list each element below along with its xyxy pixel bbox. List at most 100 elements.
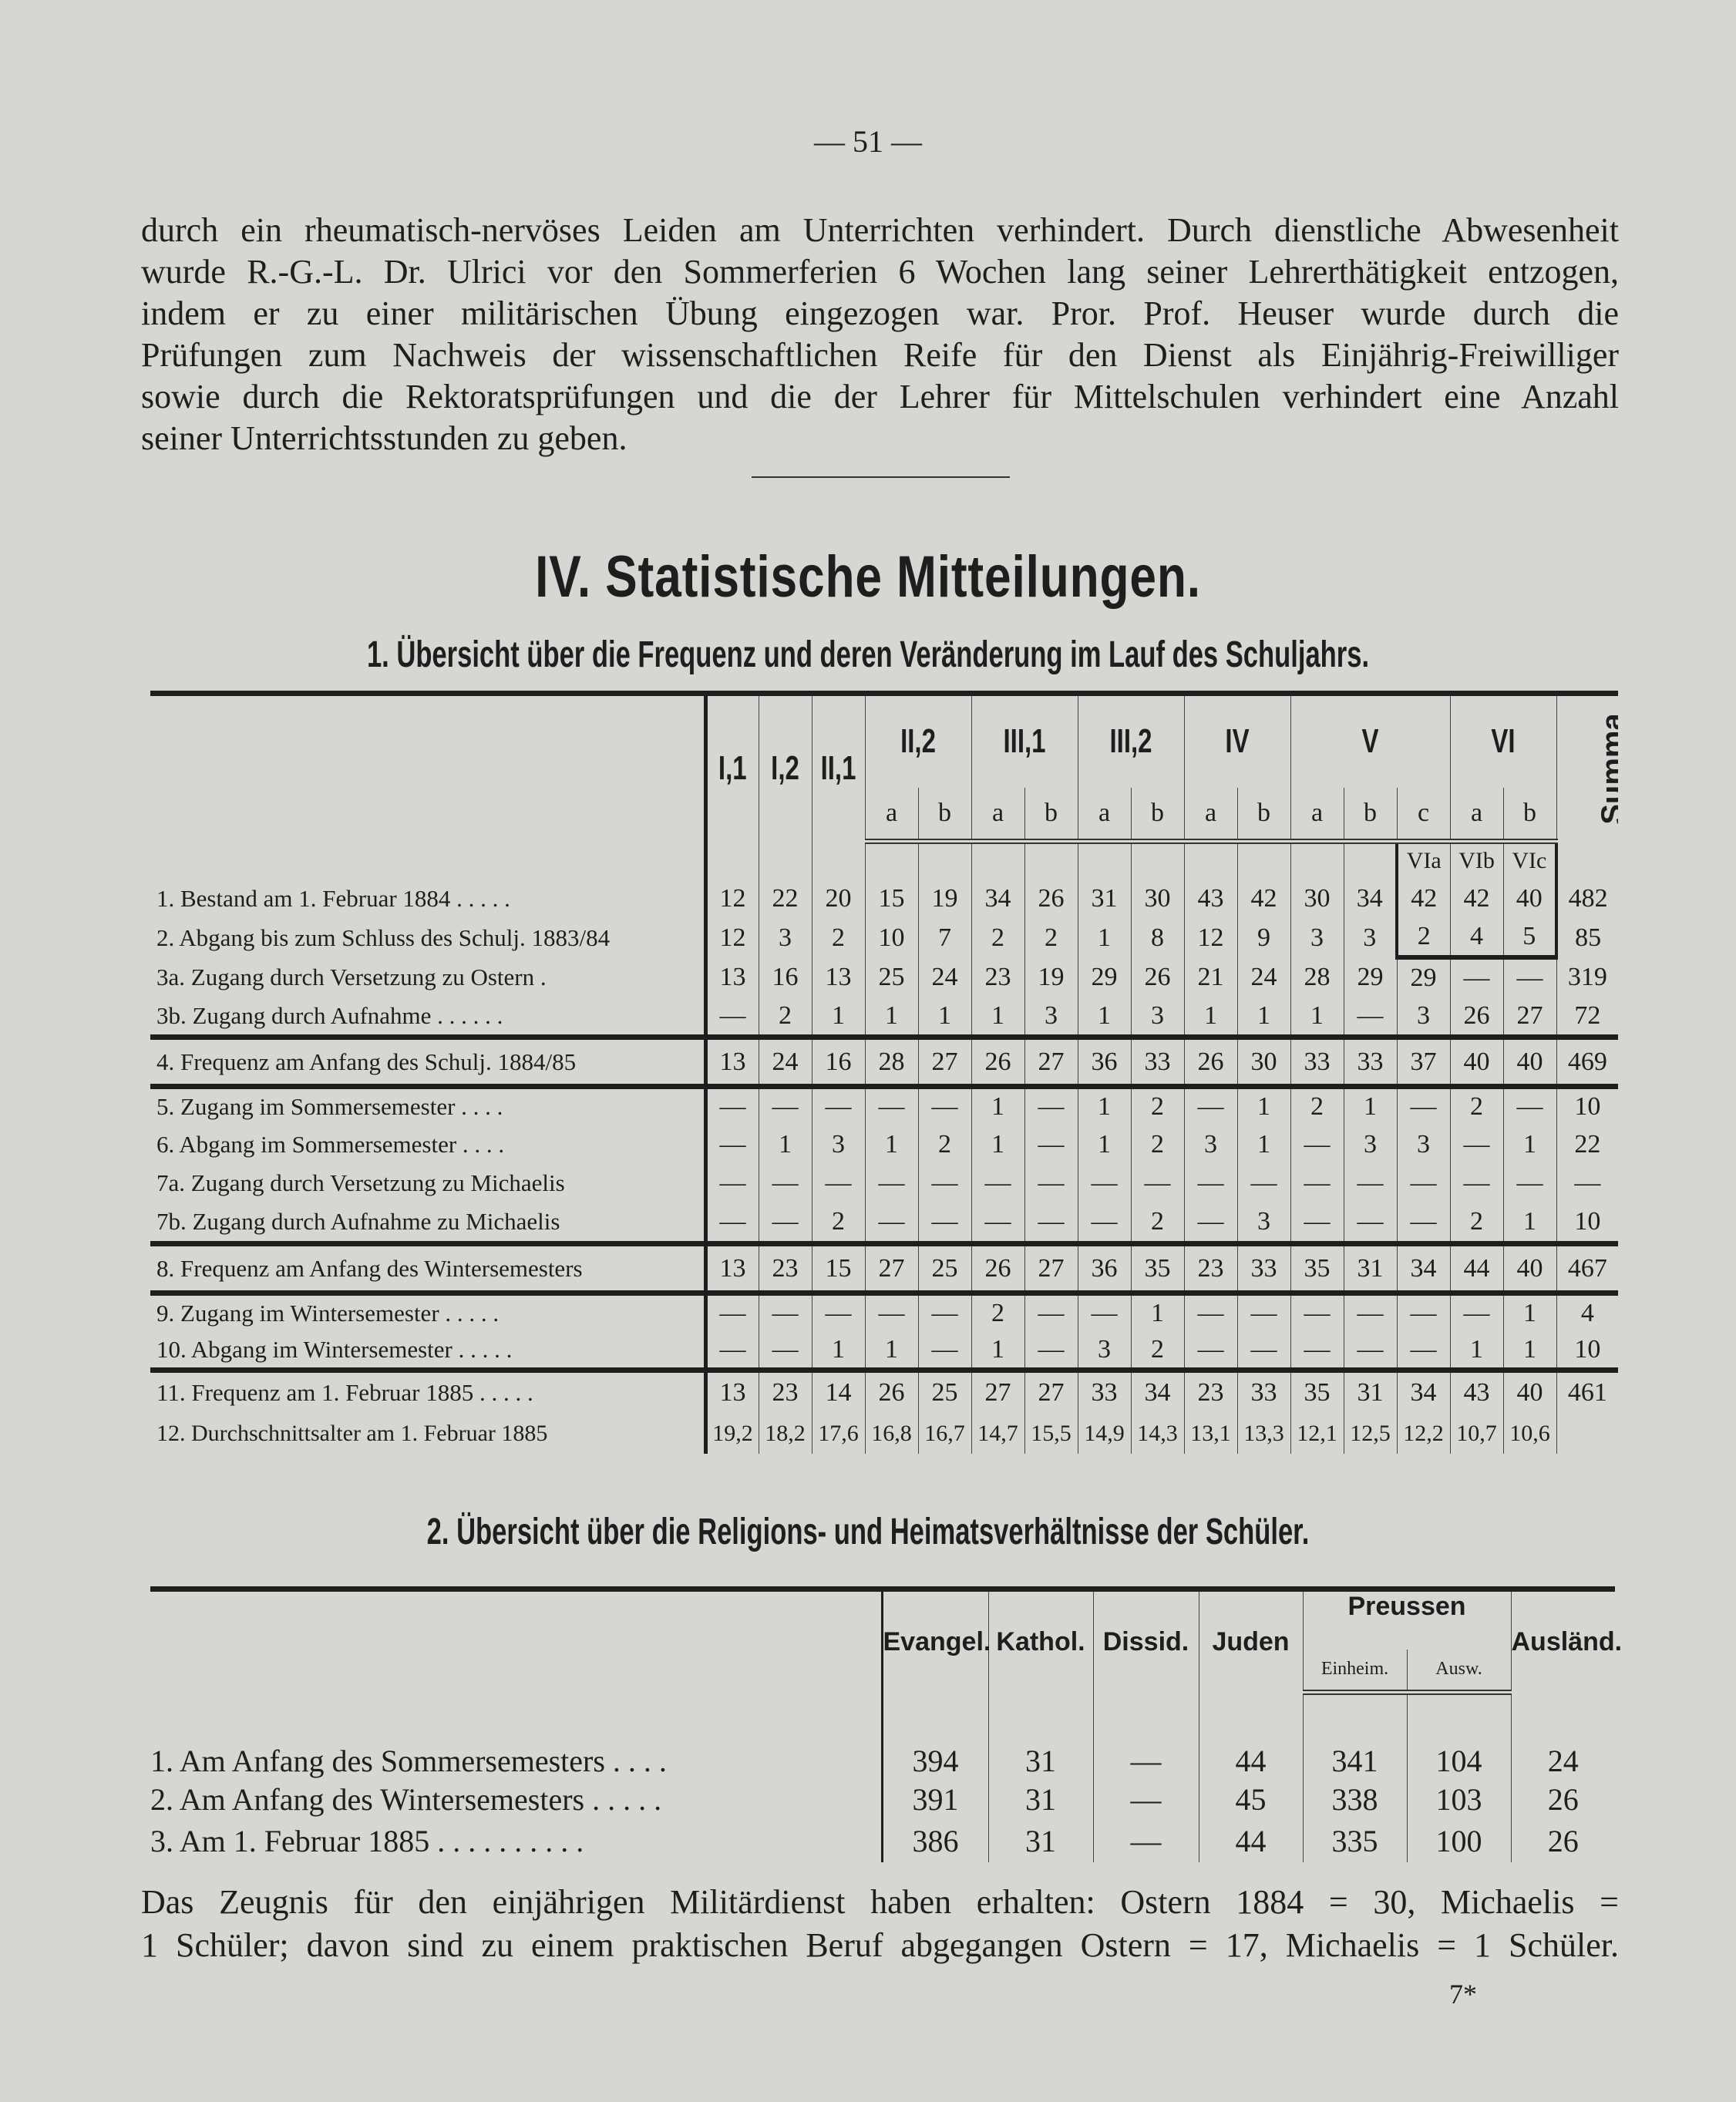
row-label: 10. Abgang im Wintersemester . . . . .: [150, 1331, 708, 1371]
cell-value: —: [1024, 1084, 1078, 1125]
table-row: 7a. Zugang durch Versetzung zu Michaelis…: [150, 1163, 1619, 1202]
cell-value: 26: [1024, 878, 1078, 919]
vi-box-label: VIc: [1502, 839, 1559, 879]
cell-value: 14,7: [971, 1413, 1024, 1454]
cell-value: —: [705, 1202, 759, 1244]
cell-value: 100: [1406, 1820, 1511, 1862]
cell-value: 2: [1130, 1202, 1184, 1244]
header-evangel: Evangel.: [880, 1586, 991, 1693]
cell-value: 26: [1183, 1034, 1237, 1087]
summa-label: Summa: [1595, 713, 1619, 825]
cell-value: —: [705, 1163, 759, 1202]
header-class-III,1: III,1: [984, 691, 1065, 788]
cell-value: —: [971, 1163, 1024, 1202]
cell-value: —: [1024, 1331, 1078, 1371]
cell-value: 40: [1502, 1367, 1557, 1414]
cell-value: 1: [864, 997, 918, 1038]
cell: [1290, 841, 1344, 879]
cell-value: 1: [1502, 1202, 1557, 1244]
cell-value: 16,8: [864, 1413, 918, 1454]
cell-value: —: [1343, 1290, 1398, 1332]
text-line: indem er zu einer militärischen Übung ei…: [141, 294, 1619, 332]
cell-value: 45: [1198, 1778, 1303, 1821]
cell-value: 3: [1343, 1125, 1398, 1164]
cell-value: —: [1396, 1290, 1451, 1332]
cell-value: 4: [1556, 1290, 1619, 1332]
cell-value: 394: [880, 1692, 988, 1779]
cell-value: —: [1396, 1163, 1451, 1202]
cell-value: 14,3: [1130, 1413, 1184, 1454]
cell-value: 3: [1343, 918, 1398, 957]
cell-value: 1: [1183, 997, 1237, 1038]
cell-value: 29: [1396, 957, 1451, 997]
cell-value: 12,5: [1343, 1413, 1398, 1454]
cell-value: 26: [971, 1241, 1024, 1293]
cell-value: 13: [705, 1034, 759, 1087]
cell-value: 33: [1236, 1241, 1291, 1293]
row-label: 8. Frequenz am Anfang des Wintersemester…: [150, 1241, 708, 1293]
cell-value: 15: [864, 878, 918, 919]
cell-value: 2: [1130, 1084, 1184, 1125]
cell-value: 23: [758, 1241, 812, 1293]
header-blank: [150, 691, 708, 842]
cell-value: 1: [917, 997, 971, 1038]
cell-value: 43: [1183, 878, 1237, 919]
cell-value: 469: [1556, 1034, 1619, 1087]
table-row: 4. Frequenz am Anfang des Schulj. 1884/8…: [150, 1034, 1619, 1087]
header-blank: [150, 1586, 883, 1693]
cell-value: —: [1183, 1331, 1237, 1371]
cell-value: —: [864, 1084, 918, 1125]
cell-value: 25: [917, 1367, 971, 1414]
text-line: seiner Unterrichtsstunden zu geben.: [141, 419, 627, 457]
cell-value: 19: [917, 878, 971, 919]
header-class-V: V: [1310, 691, 1431, 788]
cell-value: 1: [971, 997, 1024, 1038]
cell-value: 22: [758, 878, 812, 919]
cell-value: —: [705, 997, 759, 1038]
cell-value: 40: [1502, 1034, 1557, 1087]
cell-value: —: [1024, 1163, 1078, 1202]
cell-value: 1: [864, 1331, 918, 1371]
cell: [1556, 841, 1619, 879]
table-row: 12. Durchschnittsalter am 1. Februar 188…: [150, 1413, 1619, 1454]
header-sub-VIb: b: [1502, 787, 1557, 844]
table-row: 5. Zugang im Sommersemester . . . . — — — — —…: [150, 1084, 1619, 1125]
row-label: 1. Bestand am 1. Februar 1884 . . . . .: [150, 878, 708, 919]
header-class-II,1: II,1: [818, 691, 859, 842]
cell-value: 13: [705, 957, 759, 997]
cell-value: 23: [971, 957, 1024, 997]
cell-value: 3: [1130, 997, 1184, 1038]
cell-value: 31: [1343, 1367, 1398, 1414]
cell-value: —: [1343, 1163, 1398, 1202]
cell-value: —: [1183, 1163, 1237, 1202]
table-row: 7b. Zugang durch Aufnahme zu Michaelis — —…: [150, 1202, 1619, 1244]
cell-value: 37: [1396, 1034, 1451, 1087]
cell-value: 1: [971, 1331, 1024, 1371]
cell-value: —: [811, 1163, 865, 1202]
row-label: 5. Zugang im Sommersemester . . . .: [150, 1084, 708, 1125]
text-line: Das Zeugnis für den einjährigen Militärd…: [141, 1883, 1619, 1921]
cell-value: —: [917, 1084, 971, 1125]
cell-value: 31: [1077, 878, 1131, 919]
cell-value: 36: [1077, 1034, 1131, 1087]
cell-value: —: [705, 1331, 759, 1371]
section-heading: IV. Statistische Mitteilungen.: [535, 544, 1201, 610]
cell-value: 26: [1510, 1778, 1615, 1821]
cell-value: 35: [1130, 1241, 1184, 1293]
cell-value: 13: [705, 1367, 759, 1414]
cell-value: 44: [1198, 1820, 1303, 1862]
cell-value: 85: [1556, 918, 1619, 957]
cell-value: —: [1449, 957, 1504, 997]
row-label: 6. Abgang im Sommersemester . . . .: [150, 1125, 708, 1164]
header-summa: Summa: [1556, 691, 1619, 842]
cell-value: 3: [1236, 1202, 1291, 1244]
cell-value: —: [1077, 1290, 1131, 1332]
cell-value: —: [1343, 997, 1398, 1038]
text-line: durch ein rheumatisch-nervöses Leiden am…: [141, 211, 1619, 249]
cell-value: 3: [758, 918, 812, 957]
header-sub-IVb: b: [1236, 787, 1291, 844]
table-row: 1. Am Anfang des Sommersemesters . . . .…: [150, 1692, 1615, 1779]
cell-value: 1: [1077, 1084, 1131, 1125]
cell-value: 23: [1183, 1367, 1237, 1414]
cell-value: 2: [1449, 1084, 1504, 1125]
